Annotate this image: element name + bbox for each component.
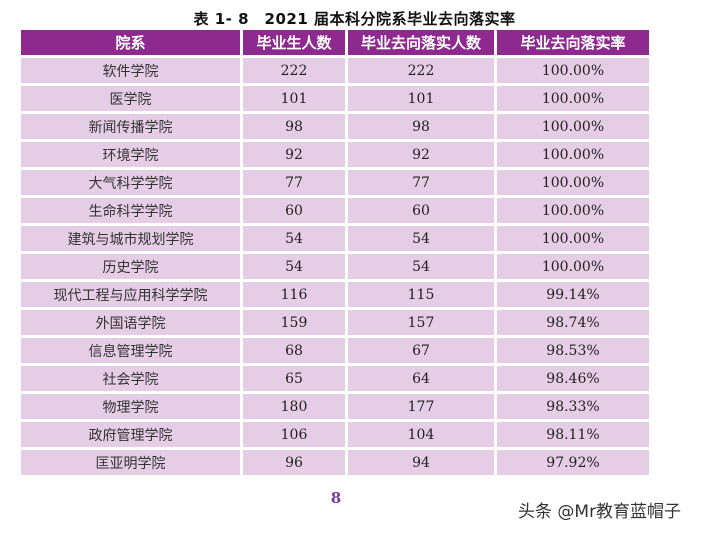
cell-graduates: 98 bbox=[243, 114, 345, 139]
table-row: 医学院 101 101 100.00% bbox=[21, 86, 649, 111]
table-header-row: 院系 毕业生人数 毕业去向落实人数 毕业去向落实率 bbox=[21, 30, 649, 55]
table-row: 信息管理学院 68 67 98.53% bbox=[21, 338, 649, 363]
cell-placed: 60 bbox=[348, 198, 494, 223]
cell-rate: 100.00% bbox=[497, 142, 649, 167]
cell-dept: 现代工程与应用科学学院 bbox=[21, 282, 240, 307]
cell-dept: 医学院 bbox=[21, 86, 240, 111]
cell-placed: 54 bbox=[348, 254, 494, 279]
cell-rate: 98.53% bbox=[497, 338, 649, 363]
header-graduates: 毕业生人数 bbox=[243, 30, 345, 55]
cell-dept: 历史学院 bbox=[21, 254, 240, 279]
table-row: 软件学院 222 222 100.00% bbox=[21, 58, 649, 83]
cell-graduates: 180 bbox=[243, 394, 345, 419]
watermark: 头条 @Mr教育蓝帽子 bbox=[518, 502, 682, 522]
cell-graduates: 60 bbox=[243, 198, 345, 223]
cell-placed: 115 bbox=[348, 282, 494, 307]
table-row: 生命科学学院 60 60 100.00% bbox=[21, 198, 649, 223]
cell-rate: 100.00% bbox=[497, 226, 649, 251]
cell-rate: 100.00% bbox=[497, 254, 649, 279]
cell-graduates: 116 bbox=[243, 282, 345, 307]
cell-dept: 物理学院 bbox=[21, 394, 240, 419]
cell-rate: 98.74% bbox=[497, 310, 649, 335]
cell-placed: 98 bbox=[348, 114, 494, 139]
table-row: 历史学院 54 54 100.00% bbox=[21, 254, 649, 279]
table-row: 新闻传播学院 98 98 100.00% bbox=[21, 114, 649, 139]
cell-rate: 98.46% bbox=[497, 366, 649, 391]
cell-dept: 大气科学学院 bbox=[21, 170, 240, 195]
cell-rate: 98.33% bbox=[497, 394, 649, 419]
header-dept: 院系 bbox=[21, 30, 240, 55]
cell-graduates: 222 bbox=[243, 58, 345, 83]
cell-placed: 177 bbox=[348, 394, 494, 419]
page-number: 8 bbox=[330, 489, 342, 507]
table-row: 大气科学学院 77 77 100.00% bbox=[21, 170, 649, 195]
cell-graduates: 101 bbox=[243, 86, 345, 111]
cell-dept: 匡亚明学院 bbox=[21, 450, 240, 475]
cell-placed: 77 bbox=[348, 170, 494, 195]
cell-dept: 社会学院 bbox=[21, 366, 240, 391]
cell-rate: 100.00% bbox=[497, 58, 649, 83]
cell-graduates: 159 bbox=[243, 310, 345, 335]
cell-rate: 100.00% bbox=[497, 170, 649, 195]
table-title: 表 1- 8 2021 届本科分院系毕业去向落实率 bbox=[193, 10, 516, 28]
cell-graduates: 77 bbox=[243, 170, 345, 195]
header-placed: 毕业去向落实人数 bbox=[348, 30, 494, 55]
cell-dept: 政府管理学院 bbox=[21, 422, 240, 447]
cell-graduates: 92 bbox=[243, 142, 345, 167]
table-row: 建筑与城市规划学院 54 54 100.00% bbox=[21, 226, 649, 251]
table-row: 环境学院 92 92 100.00% bbox=[21, 142, 649, 167]
cell-placed: 54 bbox=[348, 226, 494, 251]
cell-placed: 92 bbox=[348, 142, 494, 167]
header-rate: 毕业去向落实率 bbox=[497, 30, 649, 55]
cell-rate: 100.00% bbox=[497, 86, 649, 111]
cell-dept: 外国语学院 bbox=[21, 310, 240, 335]
cell-dept: 建筑与城市规划学院 bbox=[21, 226, 240, 251]
cell-dept: 新闻传播学院 bbox=[21, 114, 240, 139]
cell-graduates: 96 bbox=[243, 450, 345, 475]
cell-dept: 生命科学学院 bbox=[21, 198, 240, 223]
cell-placed: 67 bbox=[348, 338, 494, 363]
table-row: 政府管理学院 106 104 98.11% bbox=[21, 422, 649, 447]
cell-dept: 环境学院 bbox=[21, 142, 240, 167]
table-row: 现代工程与应用科学学院 116 115 99.14% bbox=[21, 282, 649, 307]
cell-placed: 94 bbox=[348, 450, 494, 475]
table-row: 物理学院 180 177 98.33% bbox=[21, 394, 649, 419]
cell-graduates: 68 bbox=[243, 338, 345, 363]
cell-dept: 软件学院 bbox=[21, 58, 240, 83]
cell-placed: 222 bbox=[348, 58, 494, 83]
cell-placed: 64 bbox=[348, 366, 494, 391]
cell-graduates: 65 bbox=[243, 366, 345, 391]
cell-placed: 157 bbox=[348, 310, 494, 335]
table-row: 匡亚明学院 96 94 97.92% bbox=[21, 450, 649, 475]
cell-placed: 101 bbox=[348, 86, 494, 111]
cell-graduates: 54 bbox=[243, 254, 345, 279]
placement-rate-table: 院系 毕业生人数 毕业去向落实人数 毕业去向落实率 软件学院 222 222 100.… bbox=[18, 27, 652, 478]
cell-rate: 99.14% bbox=[497, 282, 649, 307]
table-row: 外国语学院 159 157 98.74% bbox=[21, 310, 649, 335]
cell-graduates: 106 bbox=[243, 422, 345, 447]
cell-dept: 信息管理学院 bbox=[21, 338, 240, 363]
cell-rate: 97.92% bbox=[497, 450, 649, 475]
cell-rate: 100.00% bbox=[497, 114, 649, 139]
table-row: 社会学院 65 64 98.46% bbox=[21, 366, 649, 391]
cell-placed: 104 bbox=[348, 422, 494, 447]
cell-rate: 100.00% bbox=[497, 198, 649, 223]
cell-graduates: 54 bbox=[243, 226, 345, 251]
cell-rate: 98.11% bbox=[497, 422, 649, 447]
